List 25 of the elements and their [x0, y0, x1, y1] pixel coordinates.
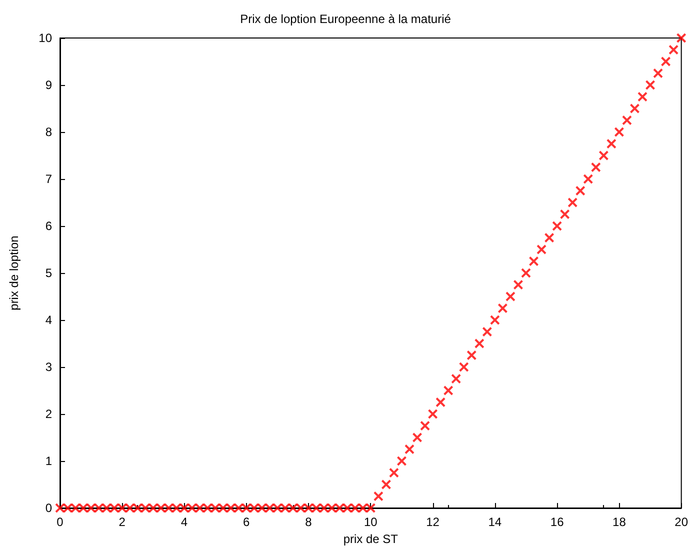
y-tick-label: 1: [45, 454, 52, 468]
y-tick-label: 6: [45, 219, 52, 233]
y-tick-label: 2: [45, 407, 52, 421]
x-tick-label: 2: [118, 515, 126, 529]
x-axis-title: prix de ST: [343, 532, 399, 546]
y-tick-label: 7: [45, 172, 52, 186]
x-tick-label: 8: [305, 515, 312, 529]
x-tick-label: 6: [243, 515, 250, 529]
y-tick-label: 0: [45, 501, 52, 515]
y-tick-label: 5: [45, 266, 52, 280]
chart-title: Prix de loption Europeenne à la maturié: [240, 12, 452, 26]
x-tick-label: 16: [550, 515, 564, 529]
y-tick-label: 3: [45, 360, 52, 374]
y-tick-label: 8: [45, 125, 52, 139]
x-tick-label: 0: [56, 515, 64, 529]
y-axis-title: prix de loption: [7, 236, 21, 310]
y-tick-label: 10: [38, 31, 52, 45]
x-tick-label: 4: [180, 515, 188, 529]
x-tick-label: 14: [488, 515, 502, 529]
x-tick-label: 12: [426, 515, 440, 529]
x-tick-label: 20: [674, 515, 688, 529]
y-tick-label: 9: [45, 78, 52, 92]
x-tick-label: 10: [364, 515, 378, 529]
x-tick-label: 18: [612, 515, 626, 529]
y-tick-label: 4: [45, 313, 52, 327]
